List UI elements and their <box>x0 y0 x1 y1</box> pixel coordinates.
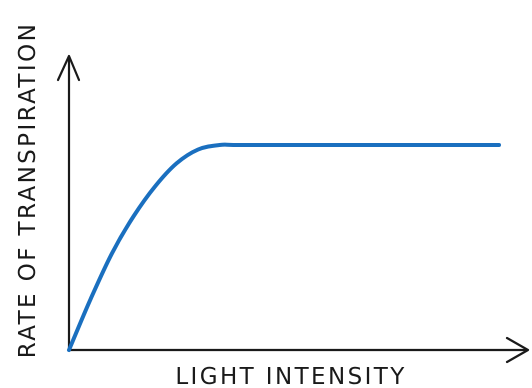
x-axis-arrowhead <box>505 336 530 364</box>
y-axis-arrowhead <box>56 54 81 82</box>
series-line-0 <box>67 142 501 352</box>
y-axis-title: RATE OF TRANSPIRATION <box>15 22 41 358</box>
x-axis-title: LIGHT INTENSITY <box>175 364 406 388</box>
